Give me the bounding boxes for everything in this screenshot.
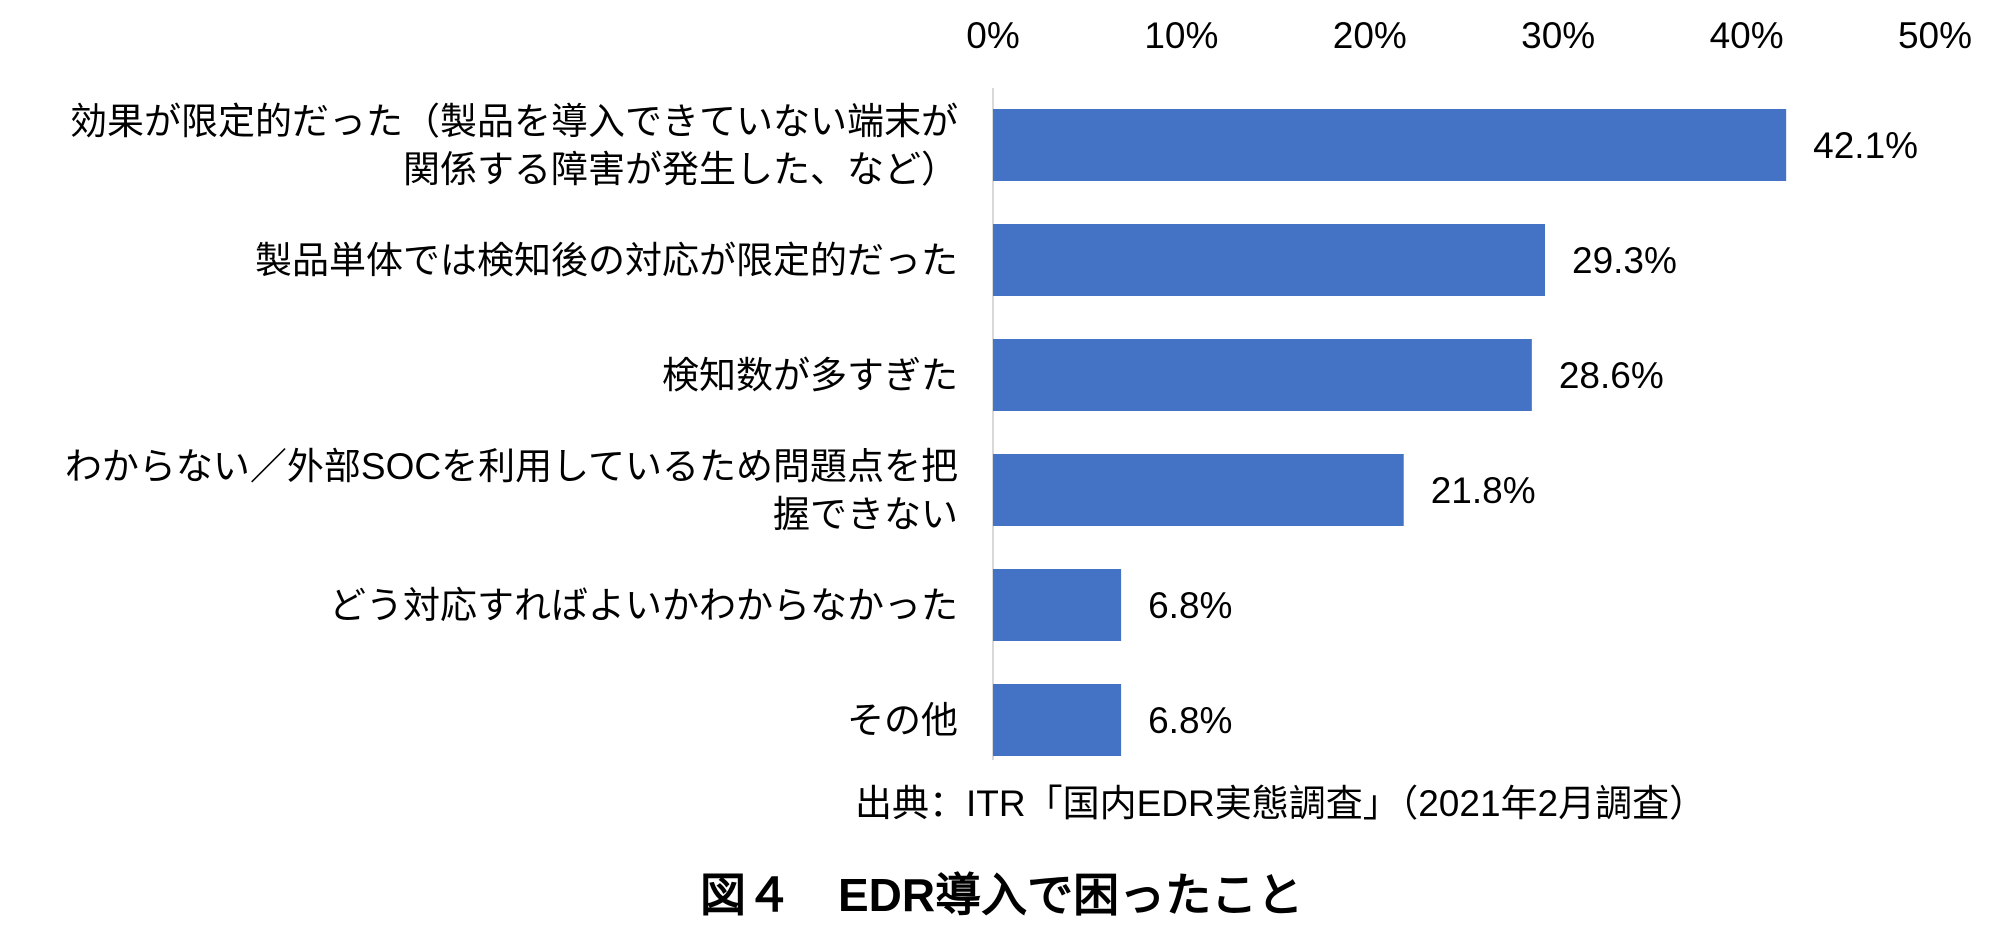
- bar: [993, 109, 1787, 181]
- data-label: 29.3%: [1572, 240, 1677, 281]
- category-label: 検知数が多すぎた: [662, 355, 958, 396]
- x-tick-label: 10%: [1144, 15, 1218, 56]
- category-label: わからない／外部SOCを利用しているため問題点を把握できない: [65, 446, 958, 535]
- x-tick-label: 20%: [1333, 15, 1407, 56]
- x-tick-label: 40%: [1710, 15, 1784, 56]
- x-tick-label: 30%: [1521, 15, 1595, 56]
- data-label: 6.8%: [1148, 700, 1232, 741]
- category-label: 効果が限定的だった（製品を導入できていない端末が関係する障害が発生した、など）: [70, 101, 958, 190]
- source-note: 出典：ITR「国内EDR実態調査」（2021年2月調査）: [855, 783, 1707, 824]
- x-tick-label: 0%: [966, 15, 1019, 56]
- bar: [993, 454, 1404, 526]
- figure-caption: 図４ EDR導入で困ったこと: [700, 869, 1304, 921]
- category-label: 製品単体では検知後の対応が限定的だった: [255, 240, 958, 281]
- data-label: 42.1%: [1813, 125, 1918, 166]
- bar: [993, 339, 1532, 411]
- bar: [993, 569, 1122, 641]
- category-label: どう対応すればよいかわからなかった: [329, 585, 958, 626]
- data-label: 21.8%: [1431, 470, 1536, 511]
- data-label: 28.6%: [1559, 355, 1664, 396]
- bar-chart: 0% 10% 20% 30% 40% 50% 効果が限定的だった（製品を導入できていない端末…: [65, 15, 1972, 760]
- bar: [993, 684, 1122, 756]
- data-label: 6.8%: [1148, 585, 1232, 626]
- bar: [993, 224, 1546, 296]
- x-tick-label: 50%: [1898, 15, 1972, 56]
- category-label: その他: [847, 700, 958, 741]
